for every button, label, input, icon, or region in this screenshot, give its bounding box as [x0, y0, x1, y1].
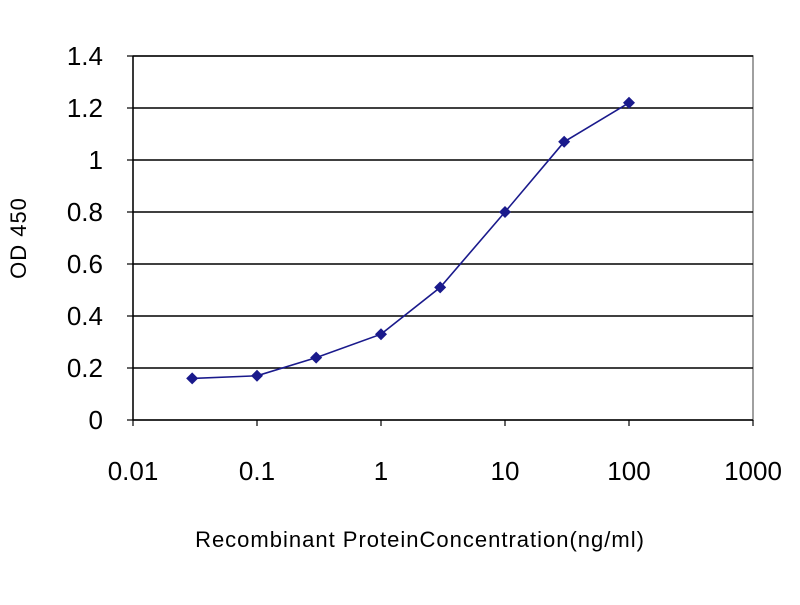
plot-area	[132, 55, 754, 421]
x-tick-label: 100	[607, 456, 650, 486]
y-axis-title: OD 450	[6, 197, 31, 279]
series-line-0	[192, 102, 630, 380]
y-tick-labels: 0 0.2 0.4 0.6 0.8 1 1.2 1.4	[67, 41, 103, 435]
x-tick-label: 10	[491, 456, 520, 486]
data-point	[499, 206, 511, 218]
data-point	[251, 369, 263, 382]
x-tick-labels: 0.01 0.1 1 10 100 1000	[108, 456, 782, 486]
data-point	[375, 328, 387, 341]
x-tick-label: 1000	[724, 456, 782, 486]
y-tick-label: 0.4	[67, 301, 103, 331]
y-tick-label: 0.6	[67, 249, 103, 279]
data-point	[310, 351, 323, 364]
y-tick-label: 1.4	[67, 41, 103, 71]
data-point	[623, 96, 635, 109]
x-tick-label: 0.1	[239, 456, 275, 486]
y-tick-label: 0	[89, 405, 103, 435]
x-tick-label: 0.01	[108, 456, 159, 486]
y-tick-label: 0.8	[67, 197, 103, 227]
series-layer	[186, 96, 635, 385]
data-point	[186, 372, 199, 385]
y-tick-label: 1	[89, 145, 103, 175]
gridlines	[133, 55, 753, 369]
y-tick-label: 0.2	[67, 353, 103, 383]
axes	[127, 55, 754, 426]
data-point	[558, 135, 571, 148]
data-point	[434, 281, 447, 294]
x-axis-title: Recombinant ProteinConcentration(ng/ml)	[195, 527, 645, 552]
x-tick-label: 1	[374, 456, 388, 486]
y-tick-label: 1.2	[67, 93, 103, 123]
